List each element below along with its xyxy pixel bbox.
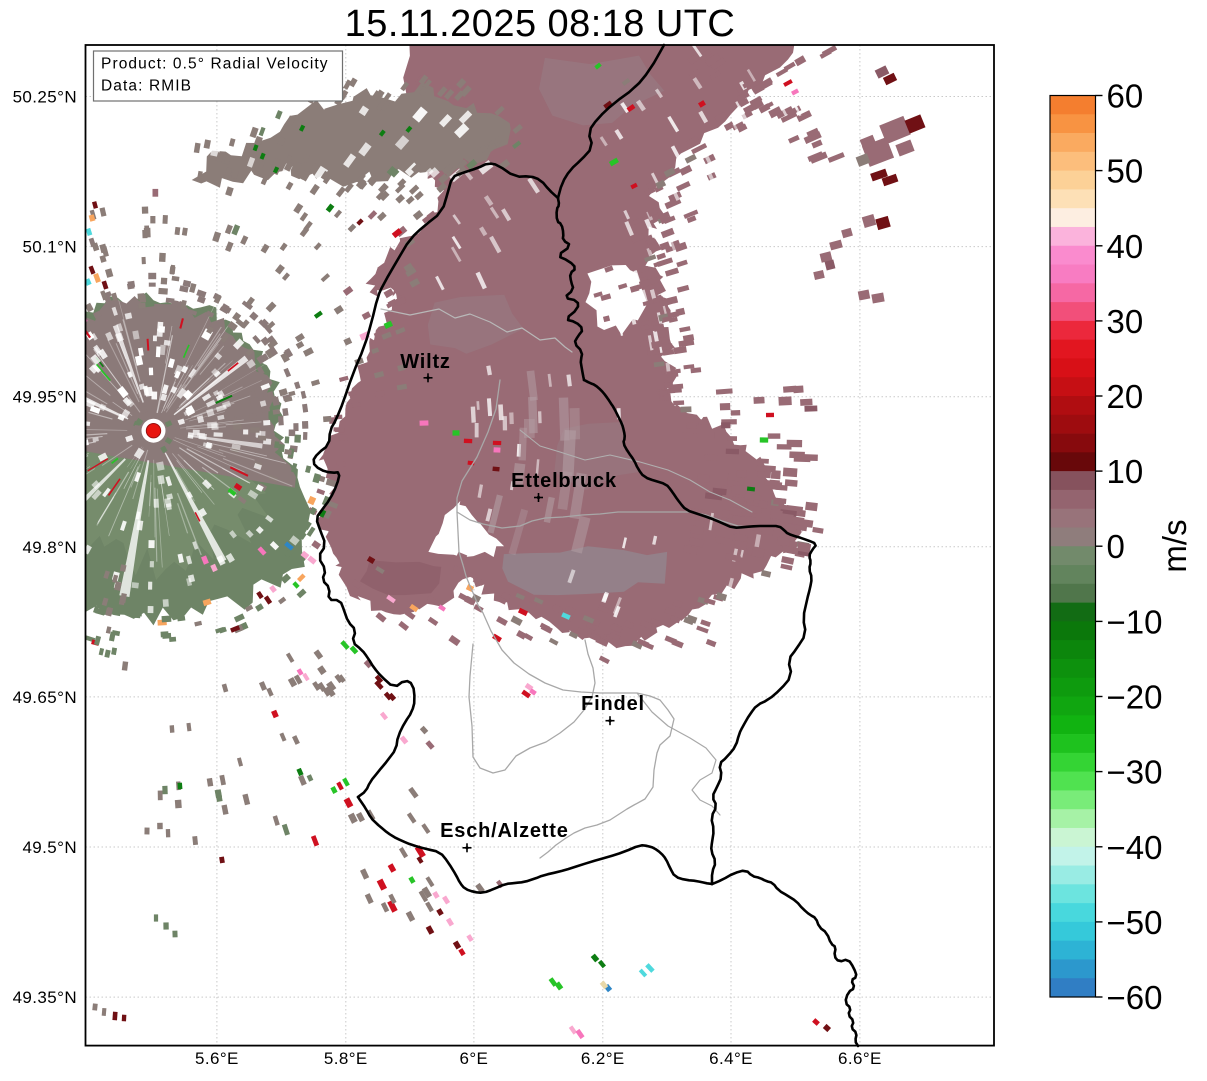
svg-text:49.95°N: 49.95°N xyxy=(13,388,77,407)
svg-text:49.5°N: 49.5°N xyxy=(22,838,77,857)
svg-text:Wiltz: Wiltz xyxy=(400,351,450,373)
svg-text:10: 10 xyxy=(1107,453,1144,490)
svg-text:0: 0 xyxy=(1107,528,1125,565)
svg-text:49.65°N: 49.65°N xyxy=(13,688,77,707)
svg-text:Data: RMIB: Data: RMIB xyxy=(101,78,192,95)
svg-text:Findel: Findel xyxy=(581,693,645,715)
svg-text:50: 50 xyxy=(1107,153,1144,190)
svg-text:15.11.2025 08:18 UTC: 15.11.2025 08:18 UTC xyxy=(345,3,736,45)
svg-text:m/s: m/s xyxy=(1156,519,1193,572)
svg-text:30: 30 xyxy=(1107,303,1144,340)
svg-text:6.6°E: 6.6°E xyxy=(838,1049,882,1068)
svg-text:40: 40 xyxy=(1107,228,1144,265)
svg-text:−40: −40 xyxy=(1107,829,1163,866)
svg-text:5.6°E: 5.6°E xyxy=(195,1049,239,1068)
svg-text:50.25°N: 50.25°N xyxy=(13,88,77,107)
svg-text:49.35°N: 49.35°N xyxy=(13,988,77,1007)
svg-text:Esch/Alzette: Esch/Alzette xyxy=(440,820,569,842)
svg-text:−10: −10 xyxy=(1107,603,1163,640)
svg-text:−60: −60 xyxy=(1107,979,1163,1016)
svg-text:20: 20 xyxy=(1107,378,1144,415)
svg-text:6.2°E: 6.2°E xyxy=(581,1049,625,1068)
svg-text:50.1°N: 50.1°N xyxy=(22,238,77,257)
svg-text:6.4°E: 6.4°E xyxy=(709,1049,753,1068)
svg-text:Product: 0.5° Radial Velocity: Product: 0.5° Radial Velocity xyxy=(101,56,329,73)
svg-text:−30: −30 xyxy=(1107,754,1163,791)
svg-text:5.8°E: 5.8°E xyxy=(324,1049,368,1068)
svg-text:60: 60 xyxy=(1107,78,1144,115)
svg-text:−20: −20 xyxy=(1107,679,1163,716)
svg-text:Ettelbruck: Ettelbruck xyxy=(511,470,617,492)
svg-text:49.8°N: 49.8°N xyxy=(22,538,77,557)
svg-text:−50: −50 xyxy=(1107,904,1163,941)
svg-text:6°E: 6°E xyxy=(460,1049,489,1068)
